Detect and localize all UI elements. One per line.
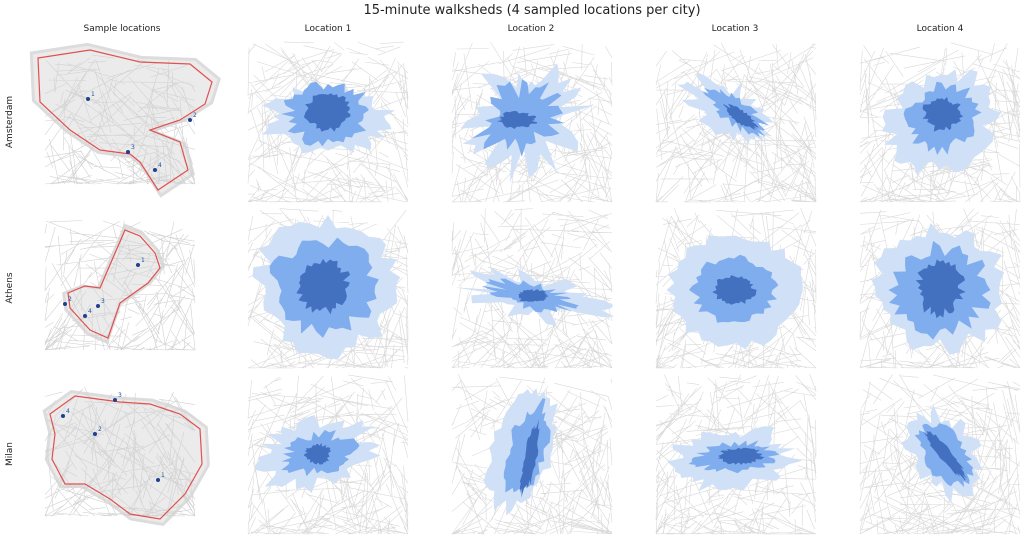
sample-point	[188, 118, 192, 122]
walkshed	[303, 93, 351, 132]
sample-point	[83, 314, 87, 318]
sample-point-label: 2	[68, 296, 72, 303]
sample-point	[86, 97, 90, 101]
sample-point-label: 3	[118, 392, 122, 399]
sample-point	[63, 302, 67, 306]
sample-point	[93, 432, 97, 436]
sample-point	[113, 398, 117, 402]
walkshed-panel	[247, 208, 409, 369]
walkshed-panel	[655, 373, 817, 535]
walkshed-panel	[451, 208, 615, 369]
sample-point	[61, 414, 65, 418]
sample-point	[96, 304, 100, 308]
walkshed-panel	[247, 41, 409, 203]
walkshed	[922, 96, 964, 132]
sample-point	[153, 168, 157, 172]
column-header: Location 4	[917, 24, 964, 34]
streets	[451, 208, 613, 369]
walkshed	[518, 289, 549, 302]
sample-point-label: 3	[101, 298, 105, 305]
walkshed	[304, 442, 332, 465]
walkshed-panel	[655, 42, 817, 203]
column-header: Location 2	[508, 24, 555, 34]
sample-point-label: 1	[141, 257, 145, 264]
walkshed-panel	[655, 207, 817, 369]
city-boundary	[67, 229, 161, 339]
sample-point-label: 2	[98, 426, 102, 433]
column-header: Sample locations	[83, 24, 160, 34]
walkshed	[496, 111, 538, 129]
walkshed-panel	[859, 374, 1021, 535]
walkshed-panel	[451, 41, 613, 203]
row-label: Athens	[5, 272, 15, 303]
walkshed-panel	[247, 374, 409, 535]
walkshed	[519, 419, 540, 498]
column-header: Location 3	[712, 24, 759, 34]
sample-map: 1 2 3 4	[29, 42, 221, 198]
sample-point-label: 1	[161, 472, 165, 479]
walkshed-panel	[859, 208, 1021, 369]
city-boundary	[37, 49, 213, 191]
sample-point-label: 1	[91, 91, 95, 98]
walkshed	[296, 258, 351, 315]
walkshed	[712, 275, 757, 305]
sample-map: 1 2 3 4	[44, 220, 196, 351]
sample-point	[156, 478, 160, 482]
streets	[44, 54, 196, 185]
sample-point-label: 3	[131, 144, 135, 151]
row-label: Amsterdam	[5, 96, 15, 148]
sample-point-label: 4	[66, 408, 70, 415]
sample-point	[126, 150, 130, 154]
walkshed	[723, 103, 759, 131]
column-header: Location 1	[305, 24, 352, 34]
walkshed	[717, 447, 765, 465]
sample-point	[136, 263, 140, 267]
streets	[44, 220, 196, 351]
row-label: Milan	[5, 442, 15, 466]
figure-title: 15-minute walksheds (4 sampled locations…	[363, 3, 700, 18]
walkshed	[915, 259, 966, 319]
sample-point-label: 4	[88, 308, 92, 315]
walkshed-panel	[859, 42, 1021, 203]
sample-map: 1 2 3 4	[42, 386, 210, 526]
walkshed-panel	[451, 373, 613, 535]
sample-point-label: 2	[193, 112, 197, 119]
sample-point-label: 4	[158, 162, 162, 169]
city-boundary	[49, 395, 203, 520]
walkshed	[922, 430, 967, 481]
